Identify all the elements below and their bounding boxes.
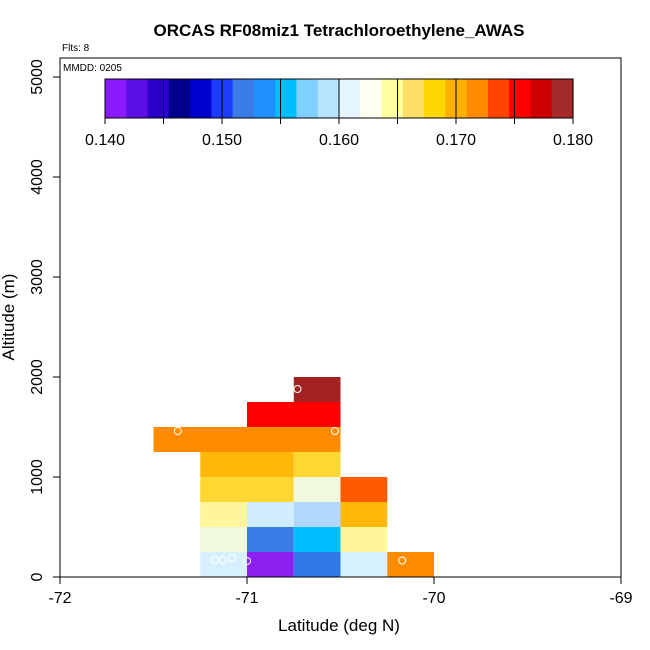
heatmap-cell-10 (247, 502, 294, 527)
heatmap-cell-5 (200, 527, 247, 552)
y-axis-label: Altitude (m) (0, 274, 18, 361)
colorbar-tick-label-4: 0.180 (553, 132, 593, 149)
heatmap-cell-15 (340, 477, 388, 502)
colorbar-swatch-13 (381, 79, 404, 118)
heatmap-cell-1 (247, 552, 294, 577)
x-tick-label-1: -71 (235, 590, 258, 607)
chart-title: ORCAS RF08miz1 Tetrachloroethylene_AWAS (154, 21, 525, 40)
y-tick-label-2: 2000 (29, 359, 46, 395)
x-axis: -72 -71 -70 -69 (48, 577, 633, 607)
x-tick-label-3: -69 (609, 590, 632, 607)
heatmap-cells (153, 377, 434, 577)
x-tick-label-2: -70 (422, 590, 445, 607)
colorbar-swatch-12 (360, 79, 383, 118)
plot-frame (59, 57, 622, 578)
colorbar-swatch-17 (466, 79, 489, 118)
colorbar-swatch-11 (339, 79, 361, 118)
colorbar-swatch-1 (126, 79, 149, 118)
sample-marker-6 (330, 427, 339, 435)
x-axis-label: Latitude (deg N) (278, 616, 400, 635)
heatmap-cell-2 (293, 552, 341, 577)
colorbar-swatch-2 (147, 79, 170, 118)
sample-markers (173, 385, 407, 565)
colorbar: 0.140 0.150 0.160 0.170 0.180 (85, 78, 593, 149)
y-axis: 0 1000 2000 3000 4000 5000 (29, 59, 60, 581)
heatmap-cell-3 (340, 552, 388, 577)
heatmap-cell-19 (247, 402, 341, 427)
colorbar-swatch-7 (253, 79, 276, 118)
colorbar-swatch-10 (317, 79, 340, 118)
colorbar-tick-label-2: 0.160 (319, 132, 359, 149)
colorbar-swatch-9 (296, 79, 319, 118)
colorbar-swatch-18 (487, 79, 510, 118)
heatmap-cell-0 (200, 552, 247, 577)
y-tick-label-5: 5000 (29, 59, 46, 95)
colorbar-swatch-20 (530, 79, 553, 118)
colorbar-swatch-3 (168, 79, 191, 118)
sample-marker-4 (398, 556, 407, 565)
y-tick-label-1: 1000 (29, 459, 46, 495)
colorbar-tick-label-1: 0.150 (202, 132, 242, 149)
sample-marker-3 (243, 557, 251, 565)
flights-note: Flts: 8 (62, 43, 90, 54)
x-tick-label-0: -72 (48, 590, 71, 607)
heatmap-cell-8 (340, 527, 388, 552)
sample-marker-5 (173, 427, 182, 435)
heatmap-cell-4 (387, 552, 434, 577)
heatmap-cell-11 (293, 502, 341, 527)
colorbar-tick-label-3: 0.170 (436, 132, 476, 149)
heatmap-cell-20 (293, 377, 341, 402)
y-tick-label-0: 0 (29, 572, 46, 581)
colorbar-swatch-21 (551, 79, 574, 118)
colorbar-swatch-0 (105, 79, 127, 118)
heatmap-cell-7 (293, 527, 341, 552)
heatmap-cell-9 (200, 502, 247, 527)
heatmap-cell-14 (293, 477, 341, 502)
y-tick-label-4: 4000 (29, 159, 46, 195)
colorbar-swatch-14 (402, 79, 425, 118)
heatmap-cell-17 (293, 452, 341, 477)
sample-marker-2 (228, 554, 237, 562)
colorbar-swatch-6 (232, 79, 255, 118)
sample-marker-1 (218, 556, 227, 564)
heatmap-cell-13 (200, 477, 294, 502)
mmdd-note: MMDD: 0205 (63, 63, 122, 74)
sample-marker-7 (293, 385, 302, 393)
heatmap-cell-16 (200, 452, 294, 477)
heatmap-cell-6 (247, 527, 294, 552)
heatmap-cell-12 (340, 502, 388, 527)
colorbar-tick-label-0: 0.140 (85, 132, 125, 149)
colorbar-swatch-15 (424, 79, 446, 118)
colorbar-swatch-8 (275, 79, 298, 118)
y-tick-label-3: 3000 (29, 259, 46, 295)
colorbar-swatch-4 (190, 79, 212, 118)
heatmap-cell-18 (153, 427, 341, 452)
colorbar-swatch-19 (509, 79, 532, 118)
